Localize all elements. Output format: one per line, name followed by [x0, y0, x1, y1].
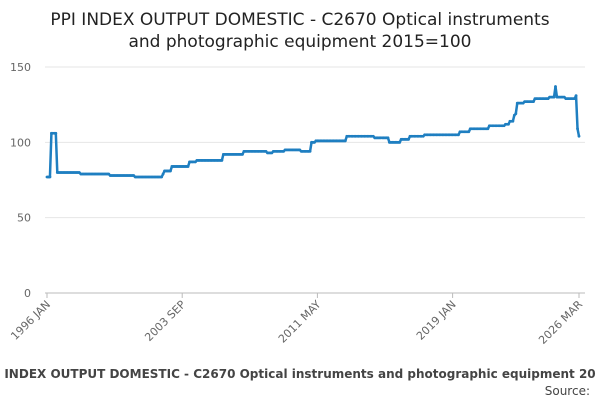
point — [241, 152, 244, 156]
x-tick-label: 2003 SEP — [142, 298, 188, 344]
point — [576, 127, 579, 131]
point — [161, 172, 165, 176]
point — [574, 94, 578, 98]
y-tick-label: 50 — [17, 212, 31, 225]
y-tick-label: 150 — [10, 61, 31, 74]
point — [532, 100, 535, 104]
y-tick-label: 0 — [24, 287, 31, 300]
point — [486, 127, 490, 131]
point — [554, 85, 557, 88]
point — [507, 122, 510, 126]
point — [186, 165, 190, 168]
series-line — [47, 85, 581, 179]
point — [169, 169, 172, 173]
point — [511, 119, 515, 123]
point — [467, 130, 471, 134]
point — [48, 175, 52, 179]
point — [407, 137, 410, 141]
x-tick-label: 2019 JAN — [414, 298, 459, 343]
chart-title: and photographic equipment 2015=100 — [128, 32, 471, 52]
point — [386, 136, 390, 140]
point — [54, 131, 58, 135]
point — [457, 133, 460, 137]
y-tick-label: 100 — [10, 136, 31, 149]
point — [343, 139, 347, 143]
point — [220, 159, 224, 162]
source: Source: — [545, 384, 590, 398]
x-tick-label: 2011 MAY — [276, 298, 324, 346]
x-tick-label: 1996 JAN — [8, 298, 53, 343]
chart-title: PPI INDEX OUTPUT DOMESTIC - C2670 Optica… — [50, 10, 549, 30]
footer-title: INDEX OUTPUT DOMESTIC - C2670 Optical in… — [4, 367, 595, 381]
point — [160, 175, 164, 179]
point — [552, 95, 556, 99]
point — [573, 97, 576, 101]
point — [398, 140, 402, 144]
point — [308, 149, 312, 153]
x-tick-label: 2026 MAR — [536, 298, 585, 347]
point — [514, 112, 518, 116]
point — [577, 134, 581, 138]
